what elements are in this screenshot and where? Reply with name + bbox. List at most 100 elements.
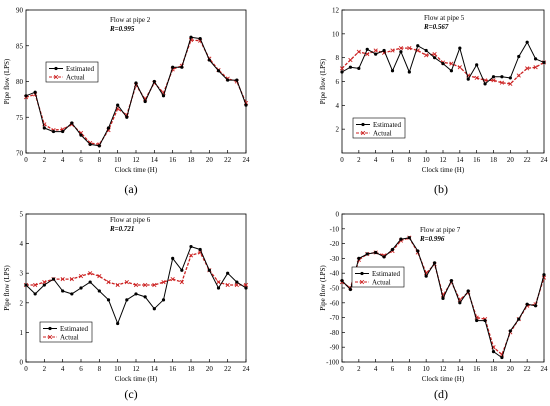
y-tick-label: 2 bbox=[336, 126, 340, 134]
data-point-estimated bbox=[70, 292, 74, 296]
legend-entry-label: Estimated bbox=[373, 121, 401, 129]
y-tick-label: 75 bbox=[16, 114, 24, 122]
panel-label: (b) bbox=[434, 182, 448, 196]
marker-stroke bbox=[466, 73, 471, 78]
marker-stroke bbox=[525, 66, 530, 71]
data-point-estimated bbox=[348, 287, 353, 292]
y-tick-label: -30 bbox=[330, 255, 340, 263]
data-point-actual bbox=[143, 282, 148, 288]
series-estimated bbox=[24, 35, 248, 148]
data-point-estimated bbox=[424, 48, 428, 53]
x-tick-label: 18 bbox=[490, 156, 498, 164]
data-point-estimated bbox=[180, 65, 184, 69]
data-point-actual bbox=[243, 282, 249, 288]
data-point-actual bbox=[124, 279, 129, 285]
marker-stroke bbox=[508, 81, 513, 87]
y-tick-label: 8 bbox=[336, 54, 340, 62]
x-tick-label: 10 bbox=[114, 156, 122, 164]
y-axis-label: Pipe flow (LPS) bbox=[3, 265, 11, 311]
marker-stroke bbox=[398, 46, 404, 51]
data-point-estimated bbox=[161, 94, 166, 98]
chart-title: Flow at pipe 2 bbox=[110, 16, 151, 24]
data-point-estimated bbox=[235, 280, 239, 284]
x-tick-label: 16 bbox=[473, 365, 481, 373]
data-point-estimated bbox=[106, 298, 111, 302]
marker-stroke bbox=[424, 271, 429, 276]
x-tick-label: 14 bbox=[151, 365, 159, 373]
x-tick-label: 20 bbox=[507, 365, 515, 373]
legend-marker bbox=[54, 66, 58, 71]
x-tick-label: 2 bbox=[43, 365, 47, 373]
data-point-estimated bbox=[533, 57, 538, 61]
y-axis-label: Pipe flow (LPS) bbox=[319, 265, 327, 311]
marker-stroke bbox=[432, 51, 437, 57]
marker-stroke bbox=[106, 279, 111, 285]
marker-stroke bbox=[407, 46, 412, 51]
data-point-estimated bbox=[161, 298, 166, 302]
marker-stroke bbox=[440, 293, 446, 298]
data-point-estimated bbox=[106, 126, 111, 130]
data-point-actual bbox=[188, 253, 194, 258]
x-tick-label: 16 bbox=[473, 156, 481, 164]
data-point-estimated bbox=[525, 40, 529, 44]
marker-stroke bbox=[474, 75, 479, 81]
data-point-estimated bbox=[340, 70, 344, 74]
data-point-estimated bbox=[42, 126, 46, 130]
data-point-actual bbox=[348, 57, 353, 63]
legend-entry-label: Actual bbox=[66, 74, 85, 82]
x-tick-label: 14 bbox=[456, 156, 464, 164]
legend-marker bbox=[360, 130, 366, 136]
series-line-actual bbox=[25, 39, 247, 146]
marker-stroke bbox=[474, 315, 479, 320]
data-point-actual bbox=[491, 78, 496, 83]
x-tick-label: 12 bbox=[440, 156, 448, 164]
data-point-actual bbox=[398, 46, 404, 51]
data-point-actual bbox=[356, 49, 361, 54]
data-point-estimated bbox=[79, 133, 83, 137]
y-tick-label: 2 bbox=[20, 299, 24, 307]
marker-stroke bbox=[356, 49, 361, 54]
x-tick-label: 18 bbox=[490, 365, 498, 373]
x-tick-label: 0 bbox=[340, 365, 344, 373]
x-axis-label: Clock time (H) bbox=[422, 375, 465, 383]
data-point-estimated bbox=[61, 129, 65, 134]
chart-title: Flow at pipe 7 bbox=[420, 226, 461, 234]
x-tick-label: 4 bbox=[374, 365, 378, 373]
y-tick-label: -10 bbox=[330, 225, 340, 233]
data-point-estimated bbox=[466, 289, 470, 293]
data-point-estimated bbox=[33, 292, 37, 296]
x-tick-label: 10 bbox=[114, 365, 122, 373]
x-tick-label: 8 bbox=[408, 365, 412, 373]
data-point-estimated bbox=[407, 236, 411, 240]
marker-stroke bbox=[88, 271, 93, 276]
data-point-actual bbox=[449, 61, 454, 66]
data-point-actual bbox=[474, 75, 479, 81]
x-axis-label: Clock time (H) bbox=[422, 166, 465, 174]
chart-title: Flow at pipe 5 bbox=[424, 14, 465, 22]
series-actual bbox=[339, 46, 547, 87]
x-tick-label: 8 bbox=[98, 365, 102, 373]
r-value-label: R=0.996 bbox=[419, 235, 445, 243]
data-point-actual bbox=[457, 65, 462, 70]
data-point-estimated bbox=[475, 63, 479, 67]
marker-stroke bbox=[533, 65, 538, 70]
marker-stroke bbox=[424, 53, 429, 58]
y-tick-label: -20 bbox=[330, 240, 340, 248]
x-tick-label: 6 bbox=[391, 156, 395, 164]
data-point-estimated bbox=[542, 60, 546, 65]
data-point-estimated bbox=[483, 318, 487, 323]
data-point-estimated bbox=[416, 249, 420, 253]
data-point-actual bbox=[69, 277, 74, 282]
y-tick-label: 3 bbox=[20, 270, 24, 278]
x-tick-label: 2 bbox=[357, 156, 361, 164]
data-point-actual bbox=[533, 65, 538, 70]
x-tick-label: 0 bbox=[24, 365, 28, 373]
marker-stroke bbox=[243, 282, 249, 288]
legend-entry-label: Estimated bbox=[372, 270, 400, 278]
x-tick-label: 20 bbox=[507, 156, 515, 164]
x-tick-label: 6 bbox=[79, 365, 83, 373]
x-tick-label: 2 bbox=[43, 156, 47, 164]
data-point-estimated bbox=[517, 54, 521, 59]
